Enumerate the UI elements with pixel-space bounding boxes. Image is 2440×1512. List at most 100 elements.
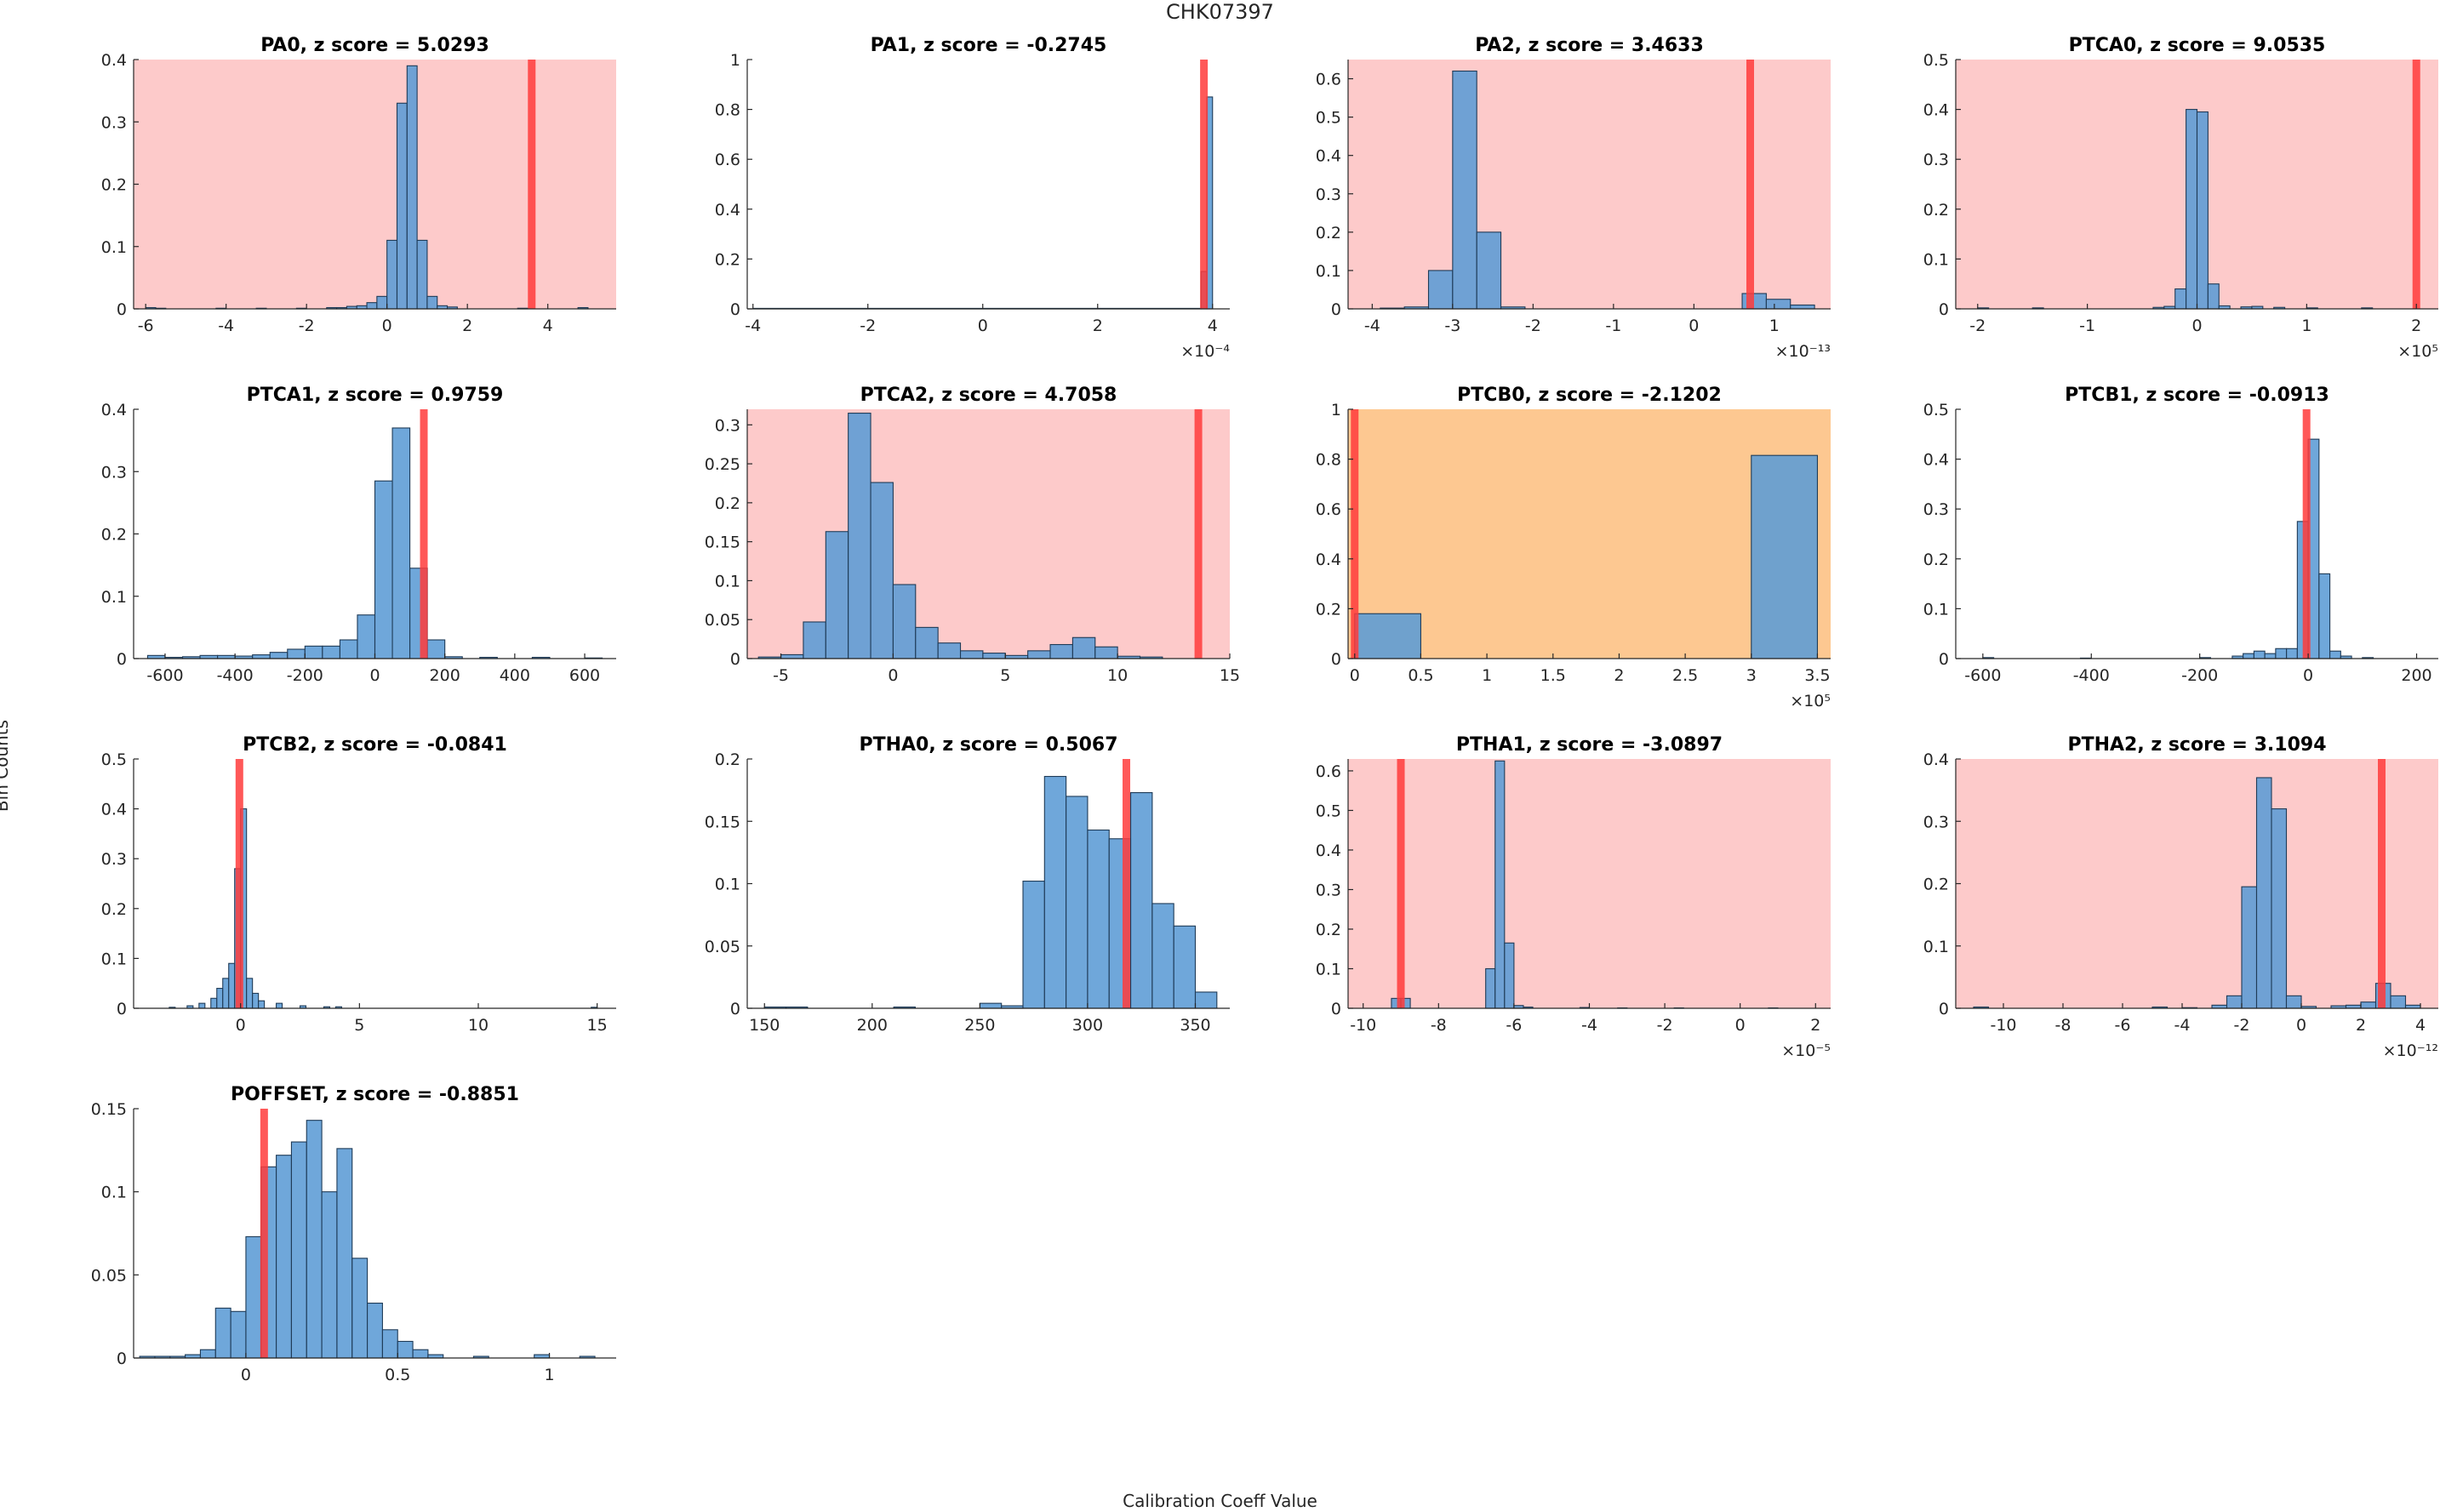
histogram-bar [391, 427, 411, 659]
x-tick-label: -1 [2079, 317, 2095, 335]
y-tick-label: 0.5 [1923, 401, 1949, 419]
histogram-bar [1194, 991, 1218, 1009]
x-tick-label: 200 [2401, 666, 2431, 685]
histogram-bar [1452, 70, 1477, 310]
plot-background [747, 409, 1230, 659]
x-tick-label: -4 [1364, 317, 1380, 335]
x-tick-label: -6 [138, 317, 154, 335]
x-tick-label: -200 [2181, 666, 2218, 685]
panel-title: PTHA0, z score = 0.5067 [859, 734, 1117, 756]
x-tick-label: 350 [1180, 1016, 1210, 1035]
histogram-bar [1485, 967, 1496, 1009]
y-tick-label: 1 [730, 51, 740, 70]
x-tick-label: 0 [241, 1366, 251, 1384]
y-tick-label: 0.1 [715, 876, 740, 894]
y-tick-label: 0.2 [715, 494, 740, 513]
x-tick-label: -400 [2073, 666, 2110, 685]
plot-background [1956, 409, 2438, 659]
plot-background [747, 60, 1230, 309]
histogram-bar [214, 1307, 231, 1359]
y-tick-label: 0.25 [705, 455, 740, 474]
panel-title: PA0, z score = 5.0293 [260, 35, 489, 56]
x-tick-label: 2.5 [1672, 666, 1698, 685]
value-marker-line [1200, 60, 1209, 309]
y-tick-label: 0.15 [91, 1100, 127, 1119]
histogram-panel: -6 -4 -2 0 2 4 0 0.1 0.2 0.3 0.4 PA0, z score = 5.0… [101, 35, 616, 335]
panel-title: PTCA1, z score = 0.9759 [247, 385, 504, 406]
x-tick-label: 0.5 [385, 1366, 410, 1384]
y-tick-label: 0.1 [1923, 600, 1949, 619]
x-tick-label: 0 [382, 317, 392, 335]
histogram-bar [2196, 111, 2209, 310]
y-tick-label: 0 [730, 300, 740, 319]
value-marker-line [2302, 409, 2311, 659]
x-tick-label: 0 [2296, 1016, 2306, 1035]
histogram-panel: -2 -1 0 1 2 0 0.1 0.2 0.3 0.4 0.5 ×10⁵ PTCA0, z scor… [1923, 35, 2438, 361]
histogram-bar [1066, 796, 1089, 1009]
histogram-bar [199, 1349, 216, 1359]
histogram-bar [246, 978, 254, 1009]
y-tick-label: 0.3 [1316, 881, 1341, 899]
x-tick-label: -600 [1964, 666, 2001, 685]
x-tick-label: -6 [1506, 1016, 1522, 1035]
x-tick-label: 0 [2303, 666, 2313, 685]
y-tick-label: 0.3 [101, 113, 127, 132]
y-tick-label: 0.2 [101, 900, 127, 919]
x-tick-label: 0.5 [1408, 666, 1433, 685]
y-tick-label: 0.4 [101, 401, 127, 419]
y-tick-label: 0.4 [101, 51, 127, 70]
y-tick-label: 0 [1331, 300, 1341, 319]
histogram-bar [386, 239, 398, 310]
x-tick-label: 1 [545, 1366, 555, 1384]
y-tick-label: 0.6 [715, 151, 740, 169]
y-tick-label: 0.05 [91, 1266, 127, 1285]
x-tick-label: 1 [1769, 317, 1780, 335]
value-marker-line [1123, 759, 1130, 1008]
x-tick-label: 3 [1746, 666, 1757, 685]
x-exponent-label: ×10⁻¹² [2383, 1041, 2438, 1060]
histogram-bar [2174, 288, 2187, 310]
y-tick-label: 0 [117, 300, 127, 319]
histogram-bar [198, 1002, 206, 1009]
histogram-bar [1027, 650, 1051, 659]
y-tick-label: 0.1 [101, 950, 127, 968]
y-tick-label: 0 [730, 1000, 740, 1018]
x-exponent-label: ×10⁻¹³ [1775, 342, 1831, 361]
histogram-bar [230, 1310, 247, 1359]
y-tick-label: 0.2 [1923, 876, 1949, 894]
y-tick-label: 0.1 [715, 572, 740, 591]
panel-title: PTCB1, z score = -0.0913 [2065, 385, 2329, 406]
value-marker-line [235, 759, 243, 1008]
histogram-bar [304, 645, 323, 659]
histogram-panel: -600 -400 -200 0 200 400 600 0 0.1 0.2 0.3 0.4 PTCA1… [101, 385, 616, 685]
y-tick-label: 0.4 [1923, 101, 1949, 120]
x-tick-label: 300 [1072, 1016, 1103, 1035]
figure-title: CHK07397 [1166, 0, 1274, 24]
histogram-bar [803, 621, 826, 659]
histogram-bar [870, 482, 894, 659]
x-tick-label: 0 [369, 666, 380, 685]
histogram-bar [276, 1155, 292, 1359]
x-tick-label: 4 [2415, 1016, 2426, 1035]
histogram-bar [2271, 808, 2288, 1009]
histogram-bar [1354, 613, 1421, 659]
histogram-bar [892, 584, 917, 659]
panel-title: PTHA1, z score = -3.0897 [1456, 734, 1723, 756]
y-tick-label: 0.3 [1923, 151, 1949, 169]
y-tick-label: 0.05 [705, 611, 740, 630]
y-tick-label: 0.5 [101, 750, 127, 769]
y-tick-label: 0.2 [101, 176, 127, 195]
x-tick-label: 200 [430, 666, 460, 685]
x-tick-label: 10 [1107, 666, 1128, 685]
histogram-bar [321, 1191, 338, 1359]
x-tick-label: -4 [745, 317, 761, 335]
x-tick-label: 2 [2411, 317, 2421, 335]
y-tick-label: 0.2 [1316, 921, 1341, 939]
y-tick-label: 0.2 [715, 750, 740, 769]
y-tick-label: 0.5 [1316, 109, 1341, 128]
y-tick-label: 0.6 [1316, 71, 1341, 89]
x-tick-label: -200 [287, 666, 323, 685]
histogram-bar [1049, 643, 1073, 659]
histogram-bar [1151, 903, 1174, 1009]
y-tick-label: 0.6 [1316, 500, 1341, 519]
